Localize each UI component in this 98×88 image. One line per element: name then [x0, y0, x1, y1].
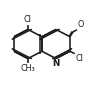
Text: N: N — [52, 59, 60, 68]
Text: CH₃: CH₃ — [21, 64, 35, 73]
Text: Cl: Cl — [75, 54, 83, 63]
Text: O: O — [77, 20, 84, 29]
Text: Cl: Cl — [24, 15, 32, 24]
